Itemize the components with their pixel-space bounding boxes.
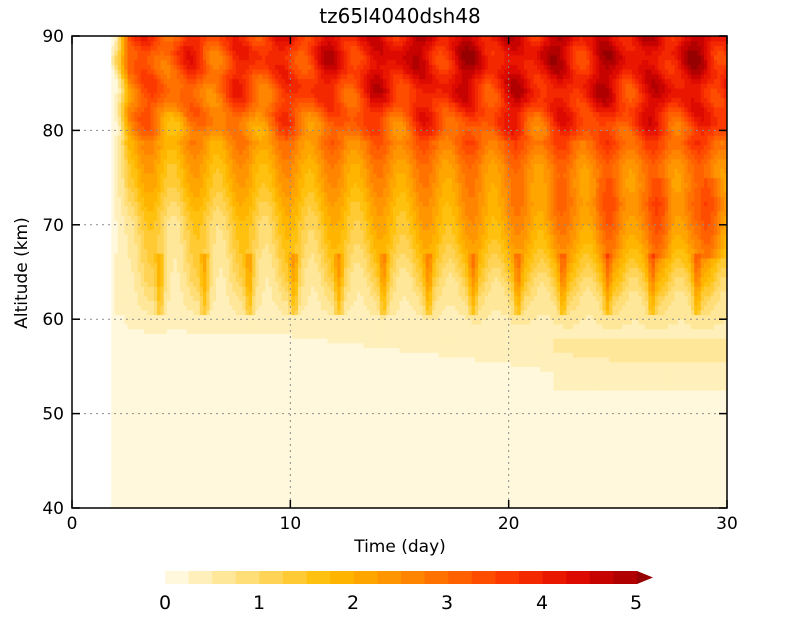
chart-title: tz65l4040dsh48: [319, 4, 480, 28]
plot-area: [72, 36, 731, 509]
heatmap-cells: [111, 36, 731, 509]
